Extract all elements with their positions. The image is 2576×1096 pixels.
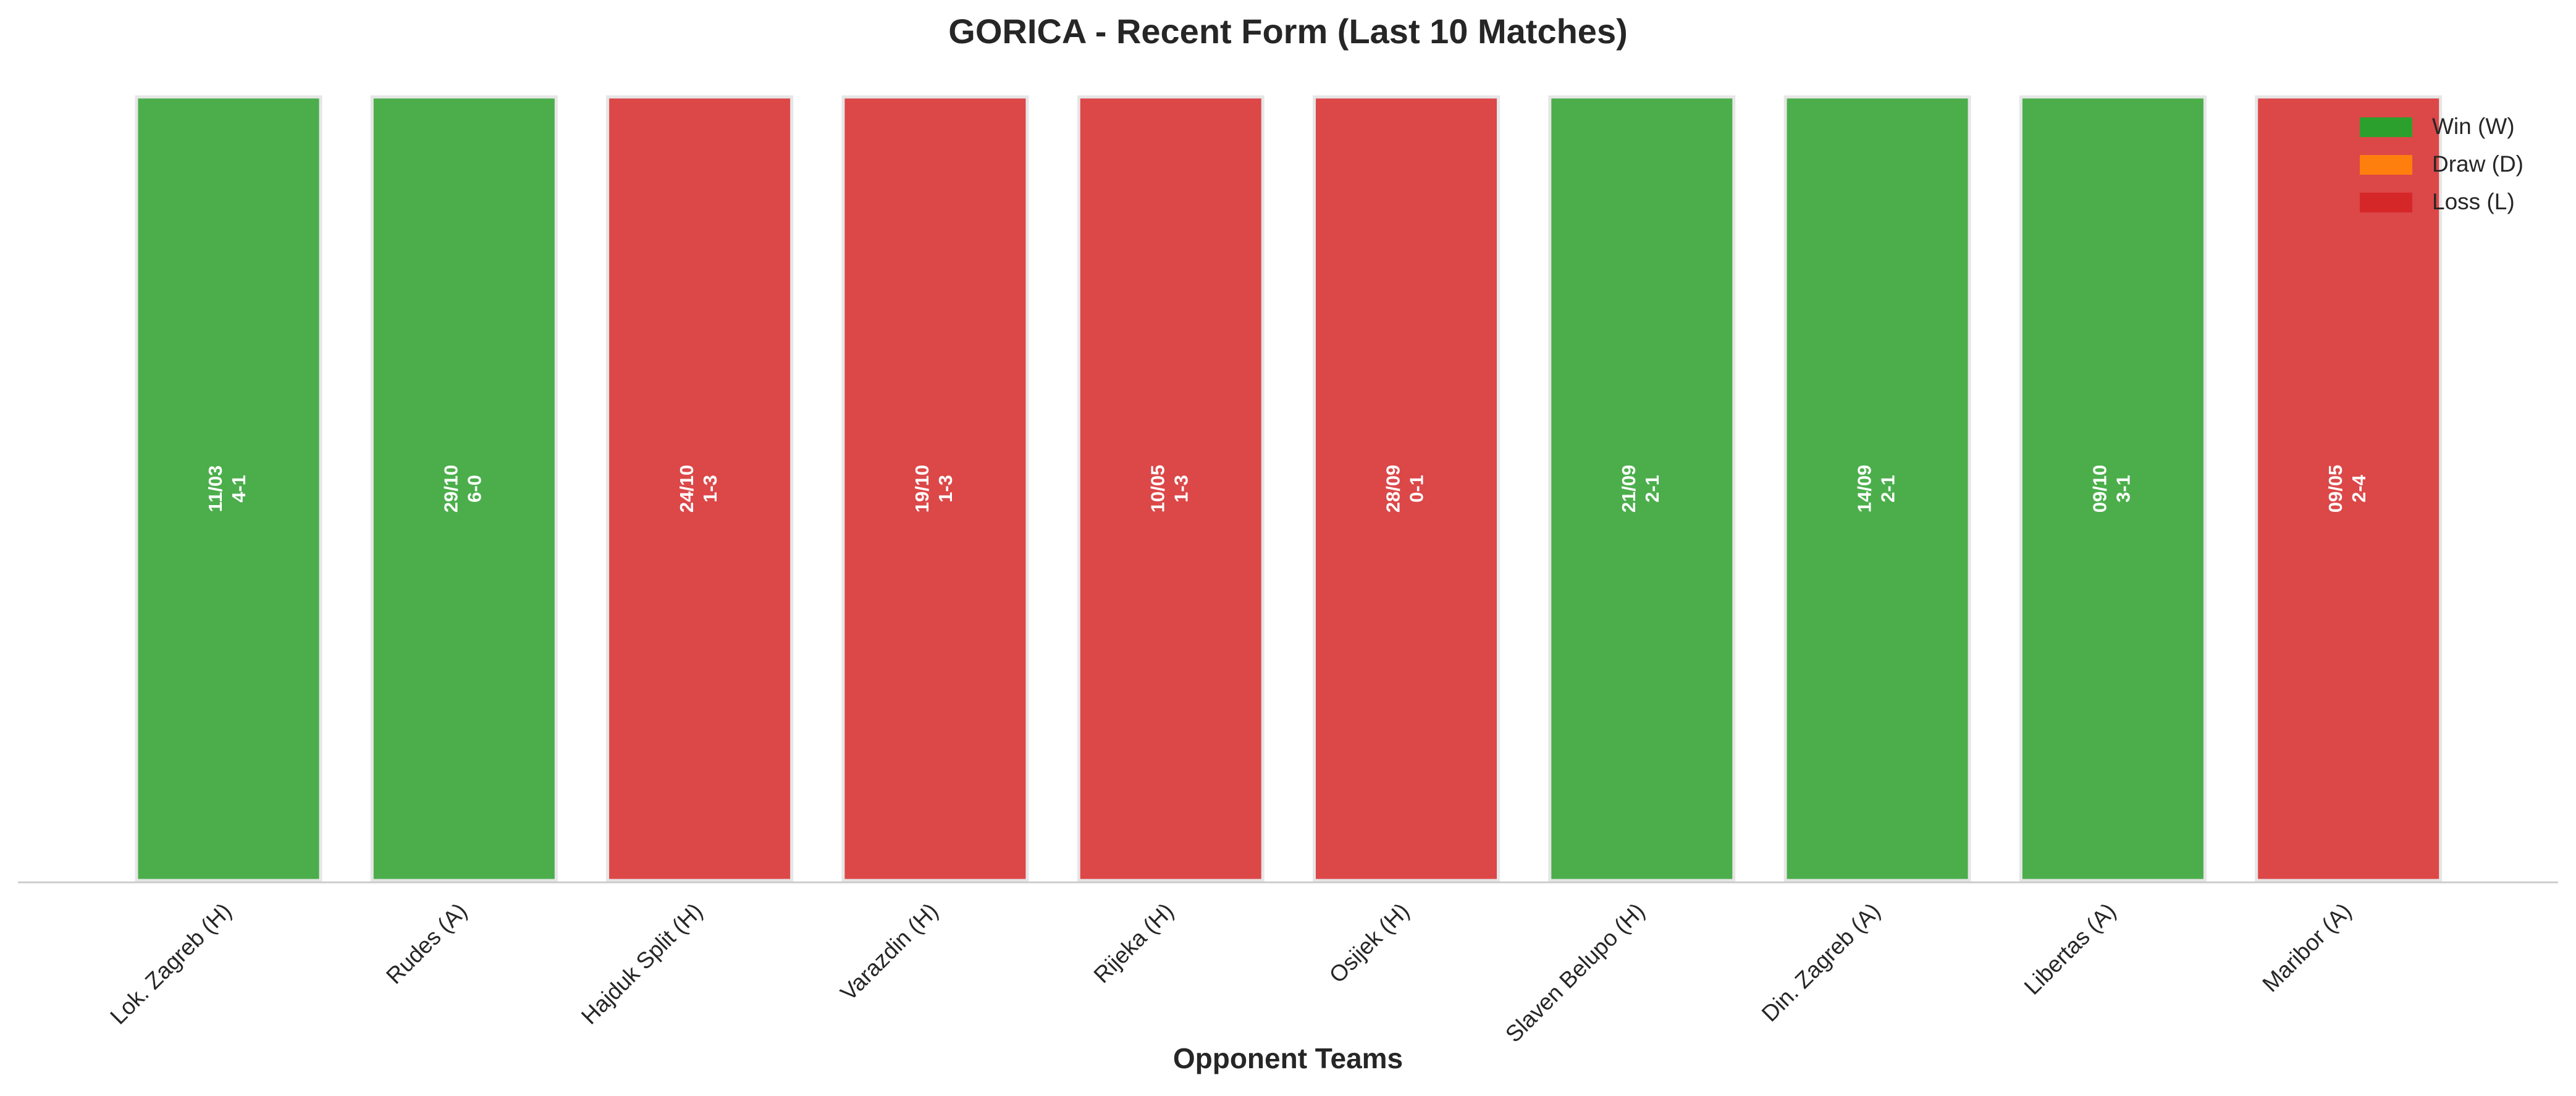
- bar-score-label: 2-1: [1877, 475, 1898, 503]
- bar-score-label: 2-1: [1641, 475, 1663, 503]
- x-tick-label: Varazdin (H): [836, 898, 943, 1006]
- bar: [135, 95, 322, 882]
- bar: [370, 95, 558, 882]
- bar-score-label: 1-3: [1170, 475, 1192, 503]
- bar: [2019, 95, 2207, 882]
- bar-score-label: 4-1: [228, 475, 250, 503]
- x-tick-label: Maribor (A): [2257, 898, 2356, 997]
- legend-swatch: [2360, 155, 2412, 175]
- bar-date-label: 09/10: [2089, 465, 2111, 513]
- bar: [606, 95, 794, 882]
- bar-score-label: 1-3: [935, 475, 956, 503]
- bar-date-label: 10/05: [1147, 465, 1168, 513]
- x-tick-label: Rudes (A): [381, 898, 472, 989]
- bar-date-label: 29/10: [440, 465, 461, 513]
- bar: [2255, 95, 2443, 882]
- x-tick-label: Lok. Zagreb (H): [105, 898, 236, 1029]
- x-tick-label: Rijeka (H): [1088, 898, 1178, 988]
- legend-label: Win (W): [2432, 114, 2515, 139]
- bar-score-label: 3-1: [2113, 475, 2134, 503]
- bar-date-label: 21/09: [1618, 465, 1639, 513]
- x-tick-label: Osijek (H): [1324, 898, 1414, 988]
- bar: [1077, 95, 1265, 882]
- bar-date-label: 24/10: [676, 465, 697, 513]
- legend-label: Loss (L): [2432, 189, 2515, 214]
- bar: [1783, 95, 1971, 882]
- x-tick-label: Hajduk Split (H): [576, 898, 707, 1029]
- bar-date-label: 19/10: [911, 465, 933, 513]
- x-tick-label: Slaven Belupo (H): [1501, 898, 1649, 1047]
- bar-date-label: 09/05: [2325, 465, 2346, 513]
- bar-date-label: 11/03: [204, 466, 226, 512]
- bar-score-label: 0-1: [1406, 475, 1428, 503]
- legend-label: Draw (D): [2432, 151, 2523, 177]
- legend-swatch: [2360, 193, 2412, 212]
- x-tick-label: Libertas (A): [2019, 898, 2121, 1000]
- bar-score-label: 6-0: [463, 475, 485, 503]
- bar: [1313, 95, 1500, 882]
- bar: [1548, 95, 1736, 882]
- x-tick-label: Din. Zagreb (A): [1757, 898, 1885, 1027]
- bar-date-label: 14/09: [1853, 465, 1875, 513]
- bar-score-label: 1-3: [699, 475, 721, 503]
- bar: [841, 95, 1029, 882]
- chart-title: GORICA - Recent Form (Last 10 Matches): [948, 12, 1627, 51]
- bar-date-label: 28/09: [1383, 465, 1404, 513]
- legend-swatch: [2360, 117, 2412, 137]
- bar-score-label: 2-4: [2348, 474, 2370, 503]
- x-axis-label: Opponent Teams: [1173, 1042, 1403, 1074]
